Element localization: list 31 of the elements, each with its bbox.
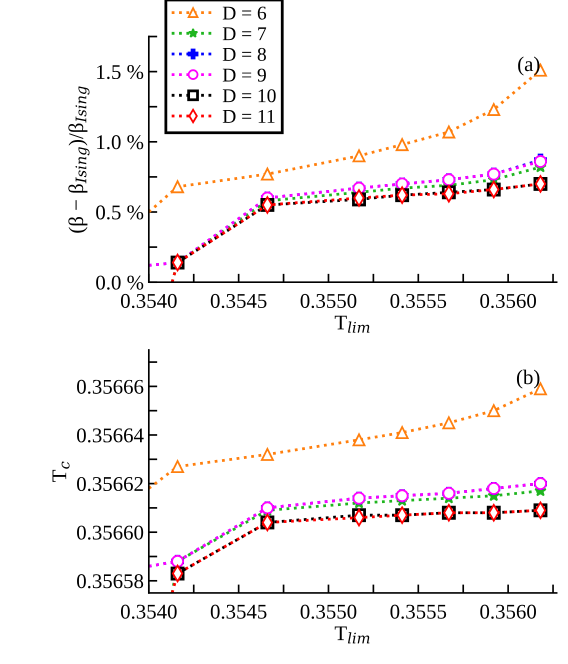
x-axis-title: T$_{lim}$: [334, 626, 370, 644]
legend-label: D = 6: [222, 6, 266, 20]
x-axis-title: T$_{lim}$: [334, 316, 370, 333]
x-tick-label: 0.3540: [120, 294, 177, 308]
y-tick-label: 0.35666: [77, 380, 144, 394]
y-tick-label: 1.0 %: [97, 135, 144, 150]
y-tick-label: 0.35662: [77, 476, 143, 492]
annotation: (a): [518, 56, 540, 76]
x-tick-label: 0.3555: [390, 294, 446, 308]
y-axis-title: T$_{c}$: [52, 461, 70, 482]
legend-label: D = 7: [222, 27, 266, 40]
x-tick-label: 0.3560: [480, 604, 536, 619]
x-tick-label: 0.3555: [390, 604, 446, 619]
y-tick-label: 0.5 %: [96, 205, 144, 220]
x-tick-label: 0.3540: [120, 604, 177, 619]
y-tick-label: 0.35658: [77, 574, 144, 588]
y-tick-label: 0.35660: [77, 526, 144, 540]
x-tick-label: 0.3550: [300, 294, 356, 308]
y-tick-label: 0.35664: [77, 428, 144, 443]
x-tick-label: 0.3560: [480, 294, 536, 308]
x-tick-label: 0.3545: [210, 604, 266, 619]
annotation: (b): [516, 370, 540, 389]
x-tick-label: 0.3545: [210, 294, 266, 308]
legend-label: D = 10: [222, 89, 276, 102]
y-tick-label: 0.0 %: [96, 276, 144, 290]
x-tick-label: 0.3550: [300, 604, 356, 619]
y-axis-title: (β − β$_{Ising}$)/β$_{Ising}$: [68, 86, 90, 233]
legend-label: D = 9: [222, 68, 266, 82]
legend-label: D = 8: [222, 48, 266, 61]
legend-label: D = 11: [222, 110, 275, 123]
y-tick-label: 1.5 %: [97, 64, 144, 80]
